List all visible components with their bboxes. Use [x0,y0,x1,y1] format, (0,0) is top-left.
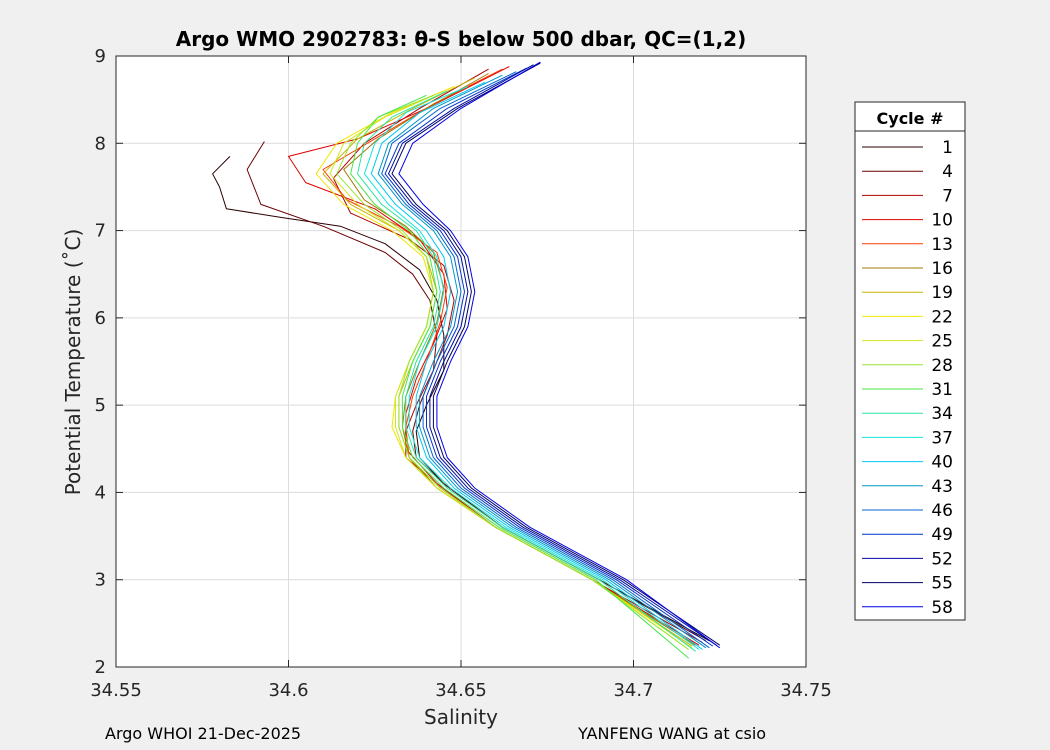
series-line-cycle-28 [336,94,689,650]
series-line-cycle-55 [391,62,721,646]
y-tick-label: 6 [95,308,106,329]
legend-label-cycle-10: 10 [931,211,953,231]
y-tick-label: 5 [95,395,106,416]
series-line-cycle-43 [377,74,707,649]
plot-area: 34.55 34.6 34.65 34.7 34.75 2 3 4 5 6 7 8 9 [90,46,832,701]
series-line-cycle-40 [370,81,703,650]
legend-label-cycle-4: 4 [942,162,953,182]
footer-author: YANFENG WANG at csio [578,724,767,743]
series-line-cycle-34 [357,90,696,652]
series-line-cycle-31 [350,94,690,659]
legend-label-cycle-28: 28 [931,356,953,376]
y-axis-label: Potential Temperature (˚C) [61,229,85,496]
legend: Cycle # 1 4 7 10 13 16 19 22 25 28 31 34 37 40 43 46 49 52… [854,101,966,621]
x-tick-label: 34.7 [613,680,653,701]
legend-title: Cycle # [877,109,944,128]
y-tick-label: 9 [95,46,106,67]
series-line-cycle-46 [381,71,710,649]
legend-label-cycle-46: 46 [931,501,953,521]
legend-label-cycle-25: 25 [931,332,953,352]
legend-label-cycle-55: 55 [931,574,953,594]
y-tick-label: 7 [95,221,106,242]
legend-label-cycle-7: 7 [942,186,953,206]
legend-label-cycle-34: 34 [931,404,953,424]
y-tick-label: 8 [95,133,106,154]
x-tick-label: 34.75 [780,680,832,701]
y-tick-label: 2 [95,657,106,678]
legend-label-cycle-19: 19 [931,283,953,303]
series-line-cycle-52 [388,64,717,646]
series-line-cycle-4 [246,141,707,642]
legend-label-cycle-31: 31 [931,380,953,400]
series-line-cycle-58 [398,61,721,649]
x-tick-label: 34.6 [268,680,308,701]
footer-source-date: Argo WHOI 21-Dec-2025 [105,724,302,743]
legend-box [854,101,966,621]
x-tick-label: 34.65 [435,680,487,701]
legend-label-cycle-40: 40 [931,453,953,473]
chart-title: Argo WMO 2902783: θ-S below 500 dbar, QC… [176,27,746,51]
legend-label-cycle-43: 43 [931,477,953,497]
x-axis-label: Salinity [424,705,498,729]
legend-label-cycle-58: 58 [931,598,953,618]
legend-label-cycle-22: 22 [931,307,953,327]
legend-label-cycle-49: 49 [931,525,953,545]
legend-label-cycle-16: 16 [931,259,953,279]
legend-label-cycle-13: 13 [931,235,953,255]
y-tick-label: 4 [95,482,106,503]
x-tick-label: 34.55 [90,680,142,701]
legend-label-cycle-1: 1 [942,138,953,158]
legend-label-cycle-52: 52 [931,549,953,569]
series-line-cycle-49 [384,67,714,647]
legend-label-cycle-37: 37 [931,428,953,448]
y-tick-label: 3 [95,570,106,591]
series-line-cycle-37 [363,86,700,650]
